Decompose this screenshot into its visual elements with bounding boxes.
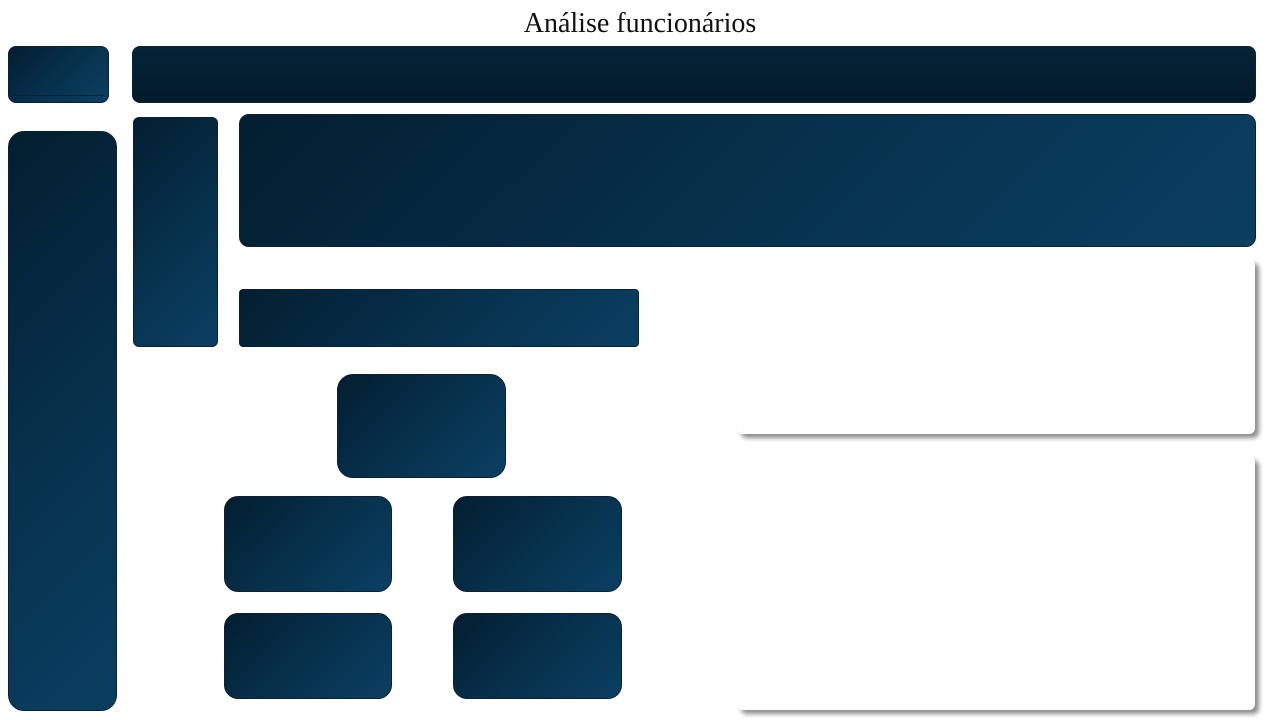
- filter-panel[interactable]: [133, 117, 218, 347]
- kpi-card-middle-right: [453, 496, 622, 592]
- visual-card-bottom[interactable]: [737, 456, 1255, 710]
- nav-sidebar[interactable]: [8, 131, 117, 711]
- logo-underline: [13, 94, 104, 96]
- kpi-card-top: [337, 374, 506, 478]
- header-bar: [132, 46, 1256, 103]
- kpi-card-middle-left: [224, 496, 392, 592]
- page-title: Análise funcionários: [523, 8, 757, 39]
- banner-panel: [239, 114, 1256, 247]
- logo-box: [8, 46, 109, 103]
- kpi-card-bottom-right: [453, 613, 622, 699]
- summary-bar: [239, 289, 639, 347]
- kpi-card-bottom-left: [224, 613, 392, 699]
- visual-card-top[interactable]: [737, 259, 1255, 434]
